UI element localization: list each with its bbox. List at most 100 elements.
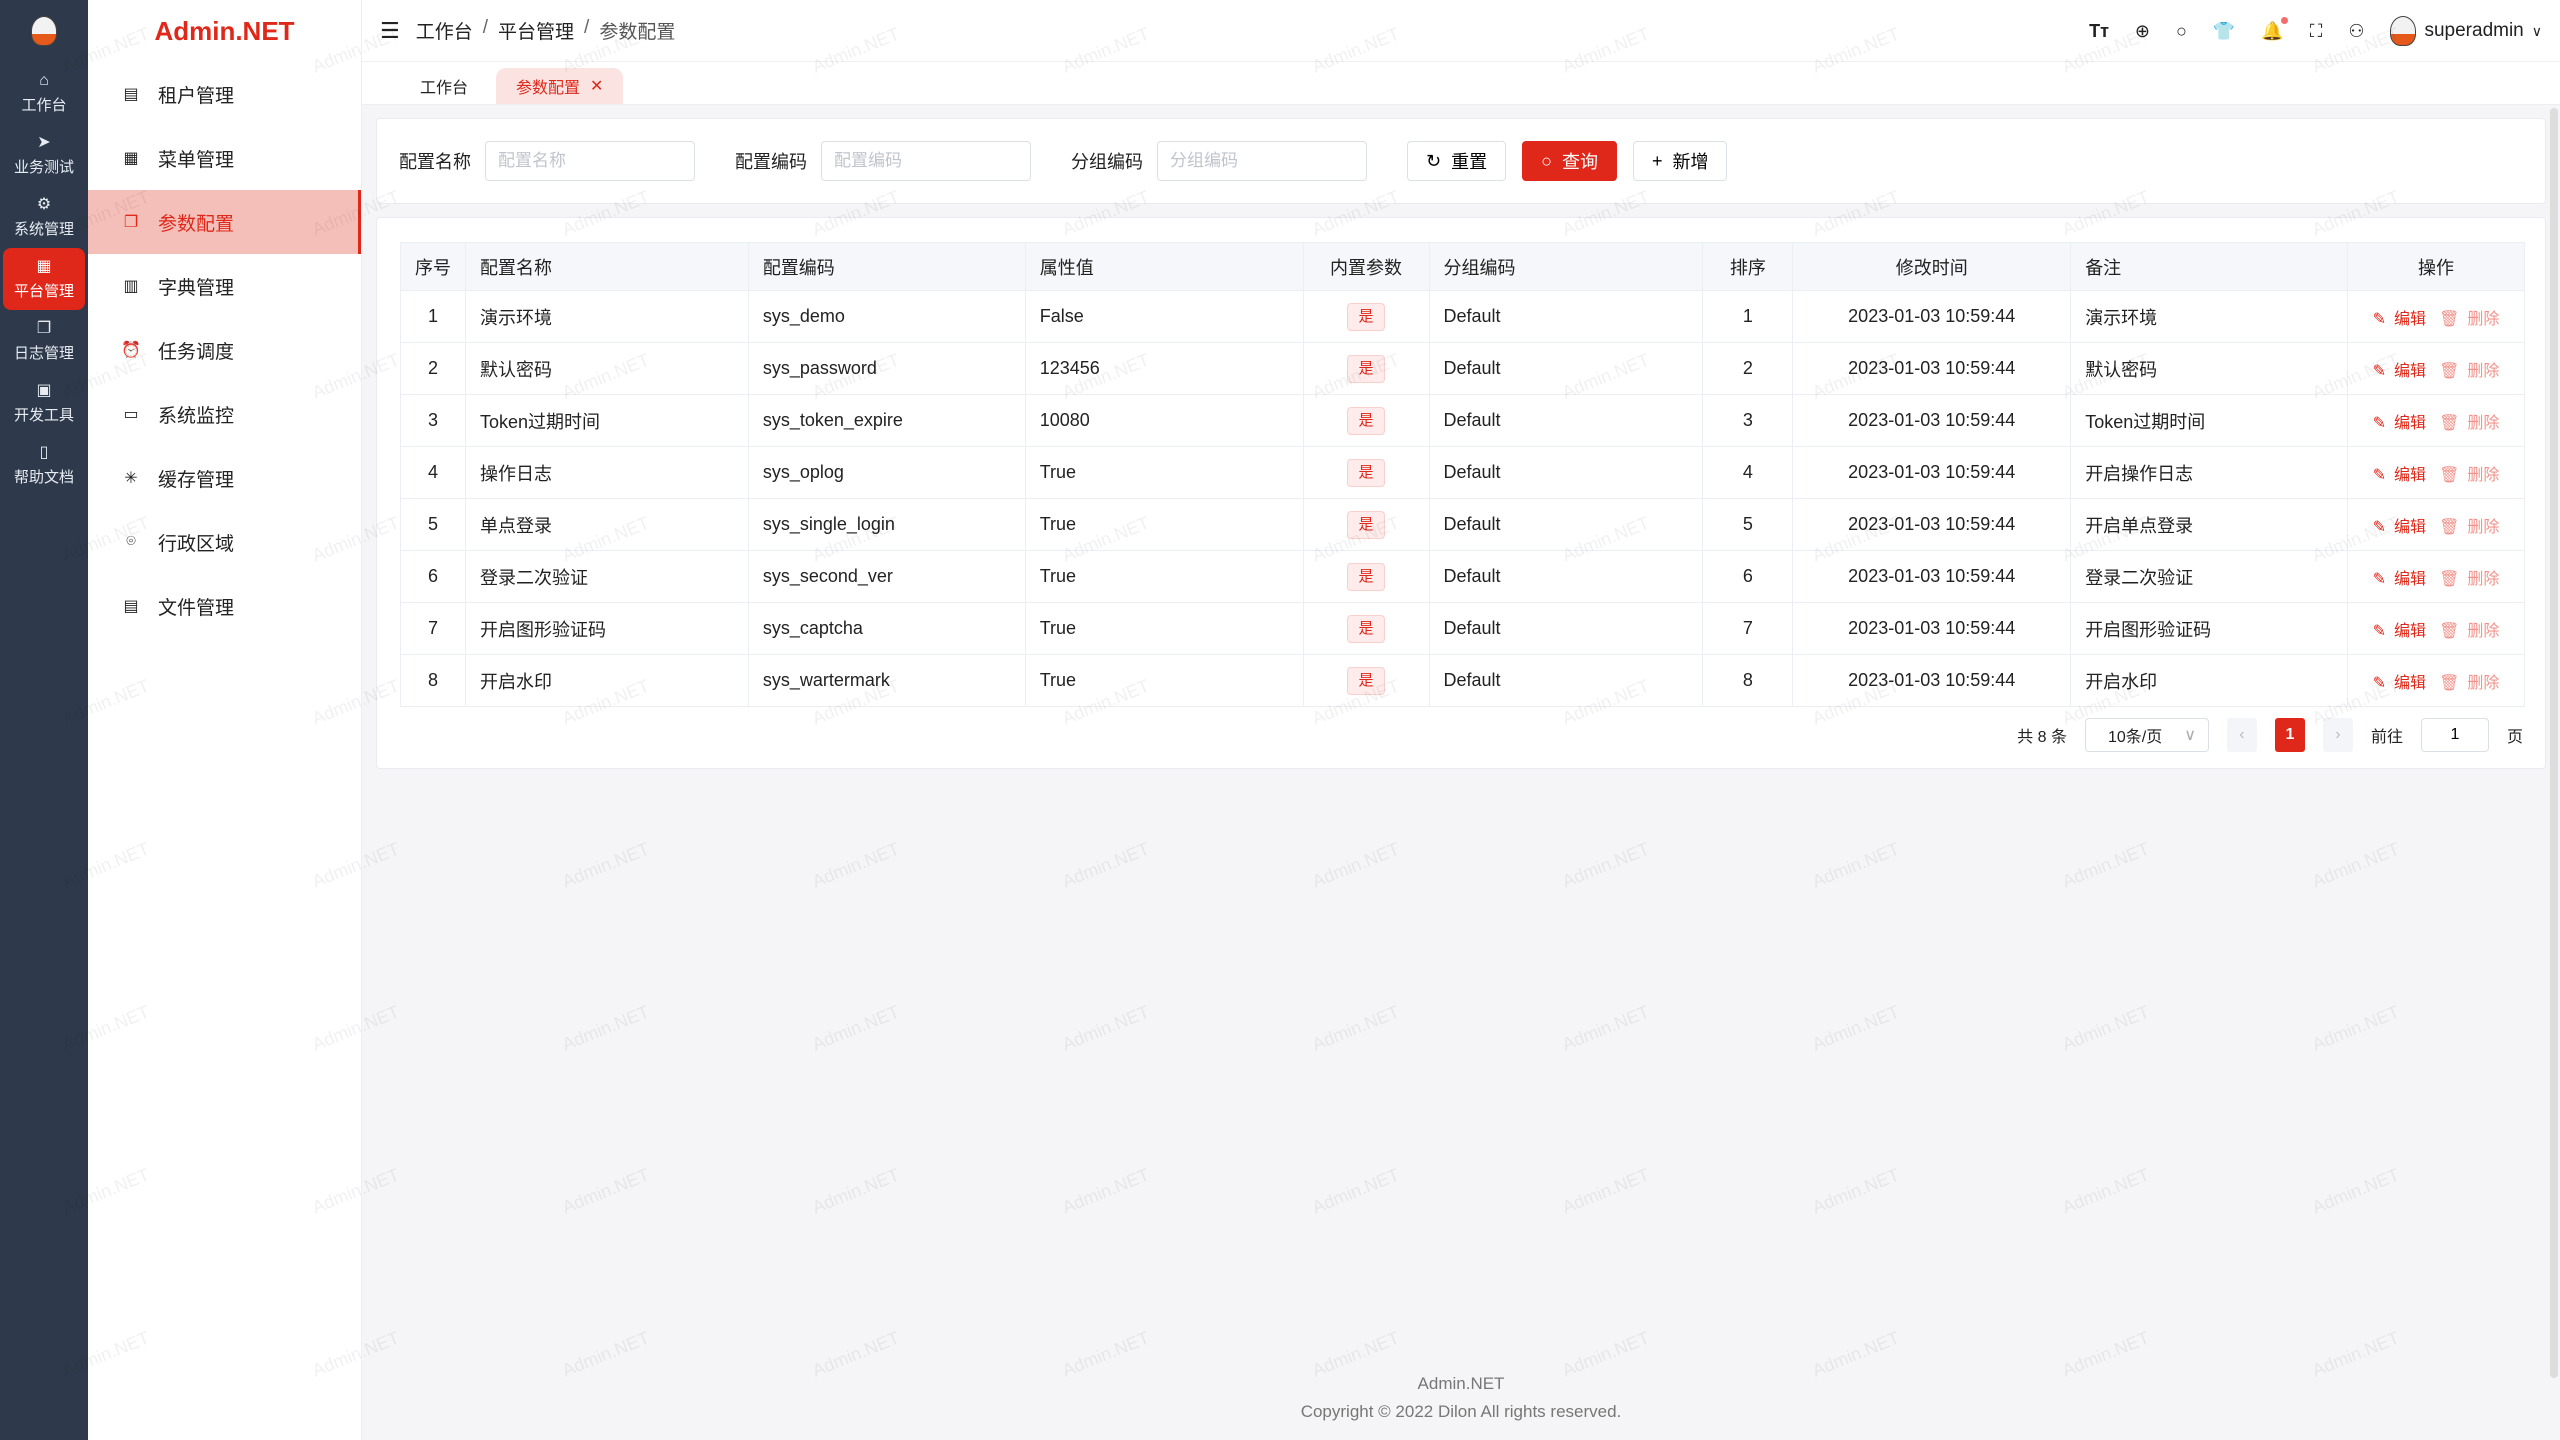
rail-item[interactable]: ▯ 帮助文档 — [3, 434, 85, 496]
trash-icon[interactable]: 🗑 — [2439, 466, 2460, 484]
delete-button[interactable]: 删除 — [2467, 674, 2500, 692]
close-icon[interactable]: ✕ — [590, 78, 604, 95]
edit-button[interactable]: 编辑 — [2394, 310, 2427, 328]
edit-icon[interactable]: ✎ — [2372, 414, 2387, 432]
delete-button[interactable]: 删除 — [2467, 310, 2500, 328]
sidebar-item[interactable]: ✳ 缓存管理 — [88, 446, 361, 510]
sidebar-item[interactable]: ▤ 文件管理 — [88, 574, 361, 638]
edit-icon[interactable]: ✎ — [2372, 310, 2387, 328]
sidebar-item[interactable]: ▤ 租户管理 — [88, 62, 361, 126]
edit-icon[interactable]: ✎ — [2372, 570, 2387, 588]
rail-item[interactable]: ⌂ 工作台 — [3, 62, 85, 124]
builtin-tag: 是 — [1347, 510, 1386, 539]
tab-workbench[interactable]: 工作台 — [400, 68, 488, 104]
edit-icon[interactable]: ✎ — [2372, 466, 2387, 484]
edit-icon[interactable]: ✎ — [2372, 622, 2387, 640]
delete-button[interactable]: 删除 — [2467, 518, 2500, 536]
edit-button[interactable]: 编辑 — [2394, 518, 2427, 536]
rail-item[interactable]: ▣ 开发工具 — [3, 372, 85, 434]
delete-button[interactable]: 删除 — [2467, 466, 2500, 484]
edit-icon[interactable]: ✎ — [2372, 674, 2387, 692]
trash-icon[interactable]: 🗑 — [2439, 570, 2460, 588]
trash-icon[interactable]: 🗑 — [2439, 310, 2460, 328]
search-icon[interactable]: ○ — [2176, 20, 2187, 41]
add-button[interactable]: + 新增 — [1632, 141, 1728, 181]
cell: 是 — [1302, 550, 1430, 603]
cell: 2023-01-03 10:59:44 — [1792, 498, 2072, 551]
actions-cell: ✎ 编辑 🗑 删除 — [2347, 342, 2525, 395]
language-icon[interactable]: ⊕ — [2134, 20, 2150, 41]
fullscreen-icon[interactable]: ⛶ — [2309, 20, 2323, 41]
watermark: Admin.NET — [1809, 1001, 1903, 1055]
cell: sys_captcha — [747, 602, 1026, 655]
edit-button[interactable]: 编辑 — [2394, 414, 2427, 432]
theme-shirt-icon[interactable]: 👕 — [2212, 20, 2236, 41]
edit-icon[interactable]: ✎ — [2372, 362, 2387, 380]
chevron-down-icon: ∨ — [2531, 22, 2542, 39]
page-size-select[interactable]: 10条/页 ∨ — [2084, 718, 2209, 752]
button-label: 查询 — [1561, 152, 1598, 172]
trash-icon[interactable]: 🗑 — [2439, 674, 2460, 692]
watermark: Admin.NET — [2309, 1001, 2403, 1055]
sidebar-item[interactable]: ⏰ 任务调度 — [88, 318, 361, 382]
edit-button[interactable]: 编辑 — [2394, 362, 2427, 380]
tab-config[interactable]: 参数配置 ✕ — [496, 68, 624, 104]
sidebar-item[interactable]: ▭ 系统监控 — [88, 382, 361, 446]
delete-button[interactable]: 删除 — [2467, 570, 2500, 588]
page-1-button[interactable]: 1 — [2274, 718, 2305, 752]
delete-button[interactable]: 删除 — [2467, 362, 2500, 380]
breadcrumb-item[interactable]: 工作台 — [415, 22, 473, 43]
font-size-icon[interactable]: Tт — [2089, 20, 2109, 41]
query-button[interactable]: ○ 查询 — [1522, 141, 1617, 181]
user-menu[interactable]: superadmin ∨ — [2390, 16, 2542, 46]
edit-icon[interactable]: ✎ — [2372, 518, 2387, 536]
actions-cell: ✎ 编辑 🗑 删除 — [2347, 654, 2525, 707]
cell: Default — [1428, 550, 1704, 603]
edit-button[interactable]: 编辑 — [2394, 570, 2427, 588]
sidebar-item[interactable]: ▥ 字典管理 — [88, 254, 361, 318]
actions-cell: ✎ 编辑 🗑 删除 — [2347, 550, 2525, 603]
home-icon: ⌂ — [39, 71, 49, 89]
goto-label: 前往 — [2370, 729, 2403, 746]
edit-button[interactable]: 编辑 — [2394, 674, 2427, 692]
table-row: 8 开启水印 sys_wartermark True 是 Default 8 2023-01-… — [400, 654, 2525, 707]
cell: 是 — [1302, 342, 1430, 395]
delete-button[interactable]: 删除 — [2467, 414, 2500, 432]
field-label: 配置名称 — [399, 152, 471, 172]
trash-icon[interactable]: 🗑 — [2439, 362, 2460, 380]
cell: 开启图形验证码 — [2070, 602, 2349, 655]
edit-button[interactable]: 编辑 — [2394, 466, 2427, 484]
group-code-input[interactable] — [1157, 141, 1367, 181]
field-label: 配置编码 — [735, 152, 807, 172]
config-code-input[interactable] — [821, 141, 1031, 181]
cell: 是 — [1302, 290, 1430, 343]
page-size-value: 10条/页 — [2107, 729, 2163, 746]
rail-item[interactable]: ▦ 平台管理 — [3, 248, 85, 310]
builtin-tag: 是 — [1347, 666, 1386, 695]
prev-page-button[interactable]: ‹ — [2226, 718, 2257, 752]
config-name-input[interactable] — [485, 141, 695, 181]
sidebar-item[interactable]: ▦ 菜单管理 — [88, 126, 361, 190]
rail-label: 帮助文档 — [13, 468, 74, 486]
edit-button[interactable]: 编辑 — [2394, 622, 2427, 640]
trash-icon[interactable]: 🗑 — [2439, 414, 2460, 432]
user-icon[interactable]: ⚇ — [2348, 20, 2365, 41]
reset-button[interactable]: ↻ 重置 — [1407, 141, 1507, 181]
sidebar-item[interactable]: ⌾ 行政区域 — [88, 510, 361, 574]
trash-icon[interactable]: 🗑 — [2439, 622, 2460, 640]
rail-item[interactable]: ❐ 日志管理 — [3, 310, 85, 372]
scrollbar[interactable] — [2550, 108, 2558, 1378]
breadcrumb-item[interactable]: 平台管理 — [498, 22, 575, 43]
menu-collapse-icon[interactable]: ☰ — [380, 17, 400, 43]
cell: 是 — [1302, 498, 1430, 551]
delete-button[interactable]: 删除 — [2467, 622, 2500, 640]
next-page-button[interactable]: › — [2322, 718, 2353, 752]
trash-icon[interactable]: 🗑 — [2439, 518, 2460, 536]
rail-item[interactable]: ⚙ 系统管理 — [3, 186, 85, 248]
cell: 2023-01-03 10:59:44 — [1792, 342, 2072, 395]
goto-page-input[interactable] — [2420, 718, 2489, 752]
builtin-tag: 是 — [1347, 458, 1386, 487]
bell-icon[interactable]: 🔔 — [2261, 16, 2289, 41]
rail-item[interactable]: ➤ 业务测试 — [3, 124, 85, 186]
sidebar-item[interactable]: ❐ 参数配置 — [88, 190, 361, 254]
